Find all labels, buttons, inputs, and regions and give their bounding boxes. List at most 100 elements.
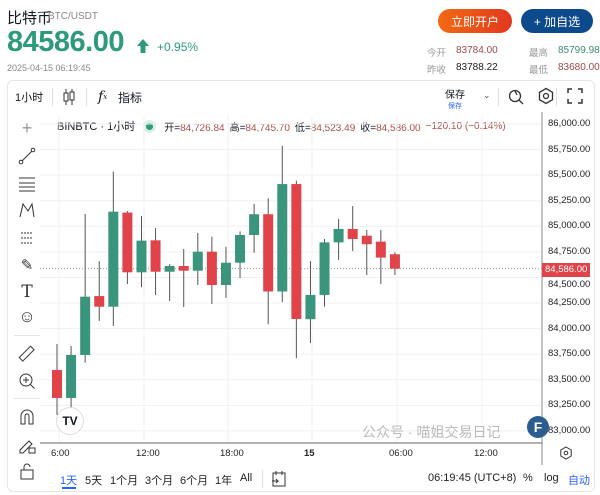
asset-name: 比特币 [7,10,53,27]
floating-f-button[interactable]: F [527,416,549,438]
text-icon[interactable]: T [21,282,33,302]
ruler-icon[interactable] [18,345,36,363]
emoji-icon[interactable]: ☺ [18,307,36,326]
divider [498,88,499,106]
prediction-icon[interactable] [18,229,36,247]
clock-time[interactable]: 06:19:45 (UTC+8) [428,472,517,484]
candle-up [235,234,246,263]
candle-down [291,184,302,319]
range-button[interactable]: 1个月 [110,475,139,487]
open-value: 84,726.84 [180,122,225,134]
unlock-icon[interactable] [18,462,36,480]
price-tick: 83,750.00 [548,348,591,360]
range-button[interactable]: 1年 [215,475,233,487]
pattern-icon[interactable] [18,201,36,219]
low-value: 84,523.49 [310,122,356,134]
prev-close-value: 83788.22 [456,62,498,73]
range-button[interactable]: All [240,472,253,484]
interval-selector[interactable]: 1小时 [15,92,44,104]
auto-toggle[interactable]: 自动 [568,475,590,487]
time-tick: 12:00 [474,448,498,459]
candle-down [263,214,274,292]
candle-down [150,240,161,272]
indicators-button[interactable]: 指标 [118,90,143,105]
candle-down [206,251,217,286]
save-sublabel: 保存 [448,103,462,110]
price-tick: 84,500.00 [548,279,591,290]
open-value: 83784.00 [456,45,498,56]
chart-widget [7,80,595,492]
tradingview-logo[interactable]: TV [56,407,84,435]
percent-toggle[interactable]: % [523,472,533,484]
change-value: −120.10 (−0.14%) [425,120,506,132]
high-value: 85799.98 [558,45,600,56]
axis-settings-icon[interactable] [559,446,573,460]
chevron-down-icon[interactable]: ⌄ [483,90,491,100]
lock-drawing-icon[interactable] [18,436,36,454]
divider [14,398,40,399]
candle-up [249,214,260,235]
save-label: 保存 [445,90,465,101]
candle-up [66,354,77,398]
magnet-icon[interactable] [18,408,36,426]
high-label: 高= [229,122,246,134]
candle-down [361,235,372,245]
time-tick: 12:00 [136,448,160,459]
low-value: 83680.00 [558,62,600,73]
time-tick: 6:00 [51,448,70,459]
candle-up [192,251,203,271]
price-tick: 83,000.00 [548,424,591,436]
divider [14,335,40,336]
watermark: 公众号 · 喵姐交易日记 [362,424,501,440]
high-label: 最高 [529,48,549,59]
range-button[interactable]: 3个月 [145,475,174,487]
candle-up [220,262,231,286]
close-label: 收= [360,122,377,134]
low-label: 最低 [529,65,549,76]
divider [86,88,87,106]
log-toggle[interactable]: log [544,472,559,484]
range-button[interactable]: 6个月 [180,475,209,487]
time-tick: 06:00 [389,448,413,459]
fullscreen-icon[interactable] [567,88,583,104]
high-value: 84,745.70 [245,122,290,134]
open-label: 今开 [427,48,447,59]
crosshair-icon[interactable]: + [21,117,33,138]
current-price: 84586.00 [7,26,124,58]
trend-line-icon[interactable] [18,147,36,165]
price-tick: 83,250.00 [548,399,591,411]
fib-lines-icon[interactable] [17,175,37,193]
time-tick: 18:00 [220,448,244,459]
quick-search-icon[interactable] [507,87,525,105]
time-tick: 15 [304,448,315,459]
candle-up [164,265,175,272]
candles-icon[interactable] [62,88,76,106]
save-button[interactable]: 保存 保存 [445,86,465,111]
brush-icon[interactable]: ✎ [20,257,34,274]
price-tick: 84,250.00 [548,297,591,309]
range-button[interactable]: 5天 [85,475,103,487]
add-watchlist-button[interactable]: + 加自选 [521,9,593,33]
candle-up [108,211,119,307]
zoom-in-icon[interactable] [18,372,36,390]
settings-icon[interactable] [537,87,555,105]
open-label: 开= [164,122,181,134]
up-arrow-icon [137,39,149,53]
low-label: 低= [294,122,311,134]
candle-up [333,228,344,243]
candle-up [319,242,330,295]
price-tick: 85,250.00 [548,194,591,206]
goto-date-icon[interactable] [271,470,287,488]
open-account-button[interactable]: 立即开户 [438,9,512,33]
current-price-label: 84,586.00 [542,263,591,277]
status-dot [146,122,154,130]
divider [262,470,263,488]
prev-close-label: 昨收 [427,65,447,76]
price-tick: 84,750.00 [548,245,591,257]
divider [556,88,557,106]
candle-up [80,296,91,355]
range-button[interactable]: 1天 [60,475,78,487]
asset-pair: BTC/USDT [48,11,98,22]
